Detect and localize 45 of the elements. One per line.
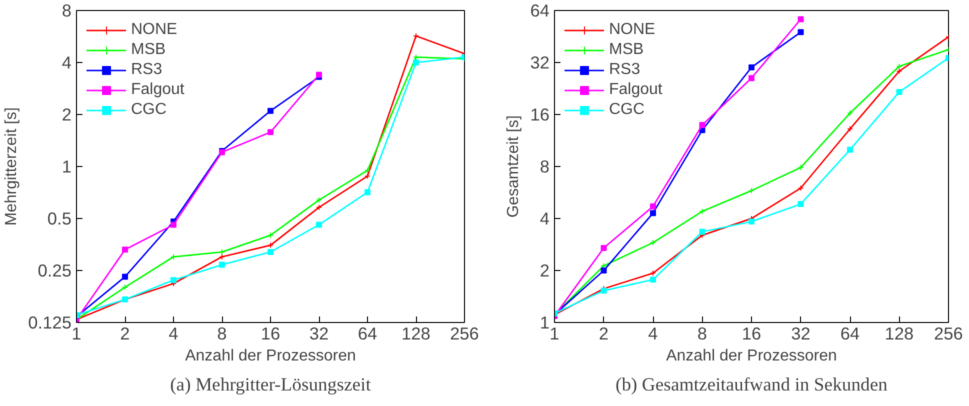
legend-label: RS3 xyxy=(131,61,162,79)
x-tick-label: 256 xyxy=(934,324,963,344)
legend-label: NONE xyxy=(609,21,656,39)
y-tick-label: 4 xyxy=(540,208,550,228)
legend-label: CGC xyxy=(131,101,167,119)
y-tick-label: 0.125 xyxy=(28,312,72,332)
x-tick-label: 64 xyxy=(358,324,378,344)
y-tick-label: 1 xyxy=(62,156,72,176)
legend-label: Falgout xyxy=(131,81,184,99)
x-tick-label: 2 xyxy=(598,324,609,344)
x-tick-label: 4 xyxy=(168,324,179,344)
y-tick-label: 0.5 xyxy=(47,208,72,228)
x-tick-label: 4 xyxy=(648,324,658,344)
legend-label: CGC xyxy=(609,101,645,119)
x-tick-label: 2 xyxy=(120,324,130,344)
y-tick-label: 8 xyxy=(540,156,550,176)
x-tick-label: 256 xyxy=(450,324,479,344)
x-tick-label: 8 xyxy=(217,324,227,344)
legend-label: NONE xyxy=(131,21,178,39)
x-tick-label: 128 xyxy=(402,324,430,344)
legend-label: RS3 xyxy=(609,61,640,79)
x-axis-title: Anzahl der Prozessoren xyxy=(666,348,837,364)
x-tick-label: 32 xyxy=(791,324,810,344)
legend-label: Falgout xyxy=(609,81,662,99)
y-tick-label: 2 xyxy=(540,260,550,280)
x-tick-label: 8 xyxy=(697,324,708,344)
x-tick-label: 16 xyxy=(742,324,762,344)
x-axis-title: Anzahl der Prozessoren xyxy=(185,348,356,364)
legend-label: MSB xyxy=(609,41,644,59)
y-tick-label: 2 xyxy=(62,104,72,124)
y-tick-label: 32 xyxy=(530,52,550,72)
x-tick-label: 16 xyxy=(260,324,280,344)
x-tick-label: 128 xyxy=(884,324,914,344)
x-tick-label: 64 xyxy=(840,324,860,344)
y-tick-label: 16 xyxy=(530,104,550,124)
text: (a) Mehrgitter-Lösungszeit xyxy=(170,374,372,396)
y-tick-label: 8 xyxy=(62,0,72,20)
x-tick-label: 32 xyxy=(309,324,329,344)
y-tick-label: 0.25 xyxy=(38,260,72,280)
y-tick-label: 64 xyxy=(530,0,550,20)
y-tick-label: 4 xyxy=(62,52,72,72)
text: (b) Gesamtzeitaufwand in Sekunden xyxy=(616,374,888,396)
y-axis-title: Gesamtzeit [s] xyxy=(505,115,522,218)
legend-label: MSB xyxy=(131,41,166,59)
y-axis-title: Mehrgitterzeit [s] xyxy=(3,107,20,226)
